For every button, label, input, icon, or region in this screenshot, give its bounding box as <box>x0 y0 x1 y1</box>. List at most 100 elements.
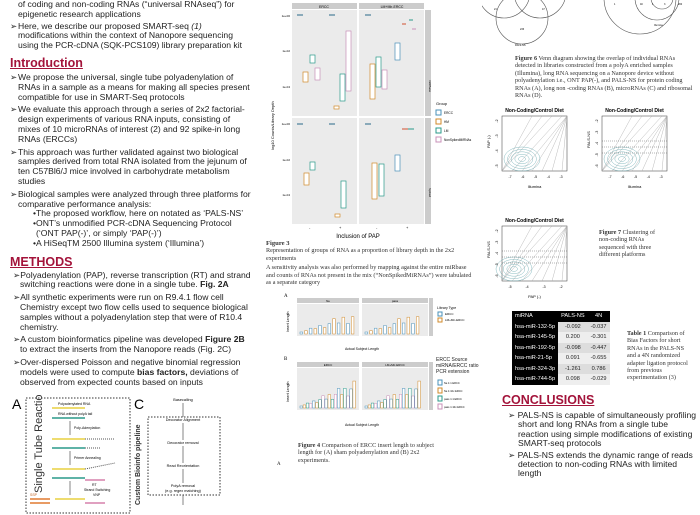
box-mark <box>395 399 399 409</box>
svg-text:-2: -2 <box>595 119 599 122</box>
intro-bullet: ➢This approach was further validated aga… <box>10 146 247 186</box>
svg-text:1: 1 <box>614 3 616 6</box>
middle-column: ERCC LM+Mir-ERCC miRBase Spiked 1e+00 1e… <box>252 0 482 467</box>
svg-text:-3: -3 <box>559 175 562 179</box>
contour-plot: Non-Coding/Control Diet -7 -6 -5 -4 -3 -2 -3 -4 -… <box>486 108 568 189</box>
figure-4-boxplots: A Ne pass Insert Length Actual Subject L… <box>284 294 465 427</box>
fig2-label-a: A <box>12 396 22 412</box>
contour-plot: Non-Coding/Control Diet -7 -6 -5 -4 -3 -2 -3 -4 -… <box>586 108 668 189</box>
methods-bullet: ➢Polyadenylation (PAP), reverse transcri… <box>13 269 251 290</box>
intro-bullet: ➢Biological samples were analyzed throug… <box>10 188 251 209</box>
svg-text:Strand Switching: Strand Switching <box>84 488 110 492</box>
platform-item: •A HiSeqTM 2500 Illumina system (‘Illumi… <box>33 237 205 248</box>
methods-bullet: ➢A custom bioinformatics pipeline was de… <box>13 334 245 355</box>
svg-text:LM+Mir-ERCC: LM+Mir-ERCC <box>385 363 405 367</box>
svg-text:-3: -3 <box>495 241 499 244</box>
figure-3-boxplot: ERCC LM+Mir-ERCC miRBase Spiked 1e+00 1e… <box>270 3 472 240</box>
svg-text:PALS-NS: PALS-NS <box>586 131 591 148</box>
svg-text:LM+Mir-ERCC: LM+Mir-ERCC <box>381 5 404 9</box>
svg-text:-5: -5 <box>495 164 499 167</box>
methods-heading: METHODS <box>10 254 73 269</box>
box-mark <box>318 399 322 409</box>
legend-swatch <box>435 118 442 125</box>
svg-text:B: B <box>284 357 288 362</box>
box-mark <box>346 323 350 335</box>
svg-text:+: + <box>339 225 342 230</box>
box-mark <box>332 318 336 335</box>
svg-text:-5: -5 <box>508 285 511 289</box>
svg-text:Basecalling: Basecalling <box>173 398 192 402</box>
svg-text:3: 3 <box>664 3 666 6</box>
svg-text:233: 233 <box>520 28 525 31</box>
box-mark <box>414 388 418 409</box>
table-1-caption: Table 1 Comparison of Bias Factors for s… <box>627 330 688 382</box>
fig4b-legend-title: ERCC Source miRNA/ERCC ratio PCR extensi… <box>436 357 479 375</box>
box-mark <box>327 394 331 409</box>
svg-text:-5: -5 <box>495 263 499 266</box>
figure-7-caption: Figure 7 Clustering of non-coding RNAs s… <box>599 229 656 259</box>
svg-text:-2: -2 <box>559 285 562 289</box>
svg-text:1e-02: 1e-02 <box>282 49 290 53</box>
box-mark <box>389 398 393 409</box>
platform-item: •ONT’s unmodified PCR-cDNA Sequencing Pr… <box>33 218 232 238</box>
box-mark <box>340 394 344 409</box>
legend-label: HM <box>444 120 449 124</box>
svg-text:A: A <box>284 294 288 299</box>
svg-text:-6: -6 <box>621 175 624 179</box>
box-mark <box>416 316 420 335</box>
box-mark <box>313 328 317 335</box>
svg-text:PAP (-): PAP (-) <box>486 135 491 148</box>
box-mark <box>405 394 409 409</box>
introduction-heading: Introduction <box>10 55 83 70</box>
svg-text:-7: -7 <box>608 175 611 179</box>
box-mark <box>315 402 319 409</box>
svg-text:-5: -5 <box>534 175 537 179</box>
svg-text:PAP (-): PAP (-) <box>528 294 541 299</box>
svg-text:Library Type: Library Type <box>437 306 456 310</box>
box-mark <box>378 328 382 335</box>
svg-text:+: + <box>406 225 409 230</box>
box-mark <box>402 322 406 335</box>
fig3-legend: ERCC HM LM NonSpikedMiRNAs <box>435 109 472 143</box>
box-mark <box>402 388 406 409</box>
box-mark <box>408 388 412 409</box>
svg-text:RNA without polyA tail: RNA without polyA tail <box>58 412 92 416</box>
intro-bullet: ➢We evaluate this approach through a ser… <box>10 104 245 144</box>
box-mark <box>309 327 313 335</box>
box-mark <box>323 327 327 335</box>
svg-text:ERCC: ERCC <box>445 312 454 316</box>
svg-text:-4: -4 <box>495 149 499 152</box>
svg-text:-4: -4 <box>595 142 599 145</box>
svg-text:Illumina: Illumina <box>628 184 643 189</box>
box-mark <box>364 331 368 335</box>
svg-text:Non-Coding/Control Diet: Non-Coding/Control Diet <box>505 108 564 114</box>
svg-text:Read Reorientation: Read Reorientation <box>167 464 200 468</box>
box-mark <box>330 399 334 409</box>
box-mark <box>392 394 396 409</box>
legend-swatch <box>435 136 442 143</box>
methods-bullet: ➢All synthetic experiments were run on R… <box>13 292 248 332</box>
fig2-vertical-c: Custom Bioinfo pipeline <box>135 425 142 506</box>
box-mark <box>364 405 368 409</box>
box-mark <box>380 402 384 409</box>
box-mark <box>351 316 355 335</box>
svg-text:pass: pass <box>392 299 399 303</box>
svg-text:1: 1 <box>652 3 654 6</box>
svg-text:SSP: SSP <box>30 493 38 497</box>
legend-swatch <box>435 127 442 134</box>
box-mark <box>312 400 316 409</box>
svg-text:-4: -4 <box>525 285 528 289</box>
svg-text:-6: -6 <box>521 175 524 179</box>
svg-text:PALS-NS: PALS-NS <box>486 241 491 258</box>
box-mark <box>304 330 308 335</box>
box-mark <box>318 325 322 335</box>
table-row: hsa-miR-145-5p 0.200 -0.301 <box>512 332 610 343</box>
box-mark <box>305 402 310 409</box>
box-mark <box>302 404 306 409</box>
svg-text:-3: -3 <box>542 285 545 289</box>
svg-text:Decorator Alignment: Decorator Alignment <box>166 418 201 422</box>
svg-text:Insert Length: Insert Length <box>286 312 290 332</box>
box-mark <box>337 322 341 335</box>
box-mark <box>352 380 356 409</box>
box-mark <box>324 398 328 409</box>
